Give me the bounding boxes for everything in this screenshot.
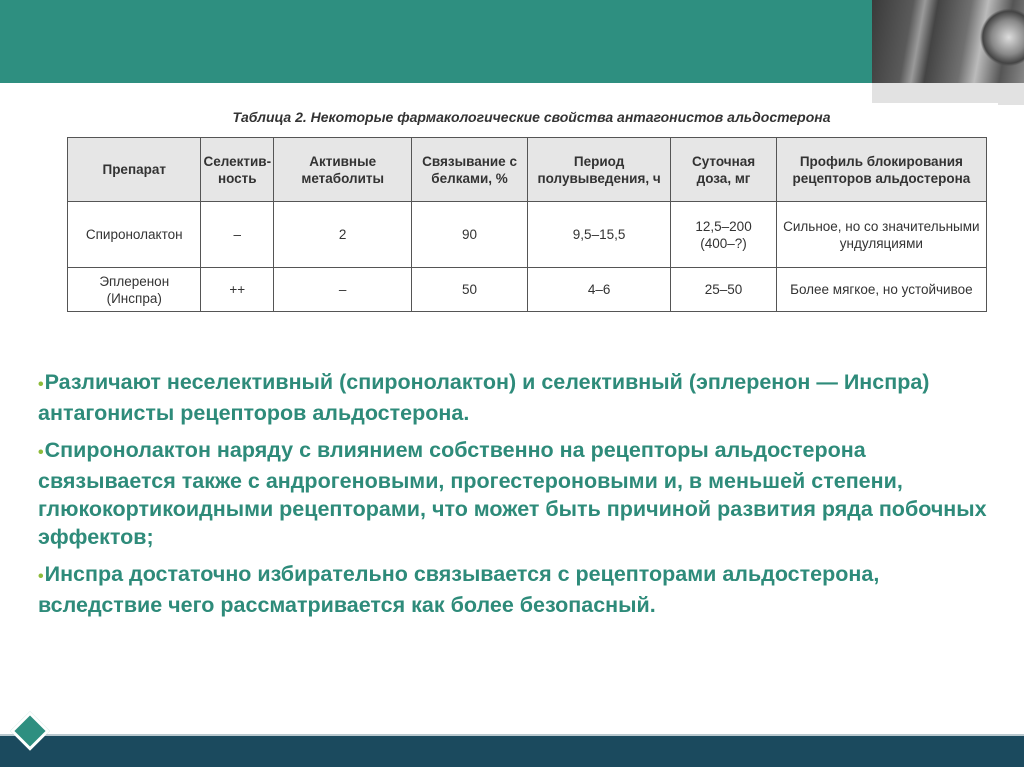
header-cell: Период полувыведения, ч [526,137,672,202]
table-cell: 9,5–15,5 [526,201,672,268]
bullet-item: •Различают неселективный (спиронолактон)… [38,370,930,425]
table-row: Спиронолактон – 2 90 9,5–15,5 12,5–200 (… [66,201,988,268]
table-cell: Сильное, но со значительными ундуляциями [775,201,988,268]
table-row: Эплеренон (Инспра) ++ – 50 4–6 25–50 Бол… [66,267,988,312]
table-cell: 50 [411,267,528,312]
header-cell: Связывание с белками, % [411,137,528,202]
table-figure: Таблица 2. Некоторые фармакологические с… [65,103,998,318]
table-cell: Эплеренон (Инспра) [66,267,202,312]
table-cell: 4–6 [526,267,672,312]
bullet-icon: • [38,568,44,585]
table-header-row: Препарат Селектив-ность Активные метабол… [66,137,988,202]
bullet-item: •Спиронолактон наряду с влиянием собстве… [38,438,987,549]
bullet-item: •Инспра достаточно избирательно связывае… [38,562,880,617]
table-cell: ++ [200,267,275,312]
decorative-image [872,0,1024,83]
table-cell: 2 [273,201,413,268]
table-cell: 25–50 [670,267,777,312]
header-cell: Суточная доза, мг [670,137,777,202]
bullet-icon: • [38,376,44,393]
footer-divider [0,734,1024,736]
bullet-icon: • [38,444,44,461]
table-cell: 12,5–200 (400–?) [670,201,777,268]
header-cell: Активные метаболиты [273,137,413,202]
header-cell: Профиль блокирования рецепторов альдосте… [775,137,988,202]
table-cell: Более мягкое, но устойчивое [775,267,988,312]
table-cell: Спиронолактон [66,201,202,268]
header-cell: Препарат [66,137,202,202]
bullet-list: •Различают неселективный (спиронолактон)… [38,368,998,628]
header-bar [0,0,872,83]
footer-bar [0,736,1024,767]
pharmacology-table: Препарат Селектив-ность Активные метабол… [66,137,988,312]
table-cell: – [200,201,275,268]
table-caption: Таблица 2. Некоторые фармакологические с… [232,109,831,125]
decorative-band [872,83,1024,105]
header-cell: Селектив-ность [200,137,275,202]
table-cell: – [273,267,413,312]
table-cell: 90 [411,201,528,268]
